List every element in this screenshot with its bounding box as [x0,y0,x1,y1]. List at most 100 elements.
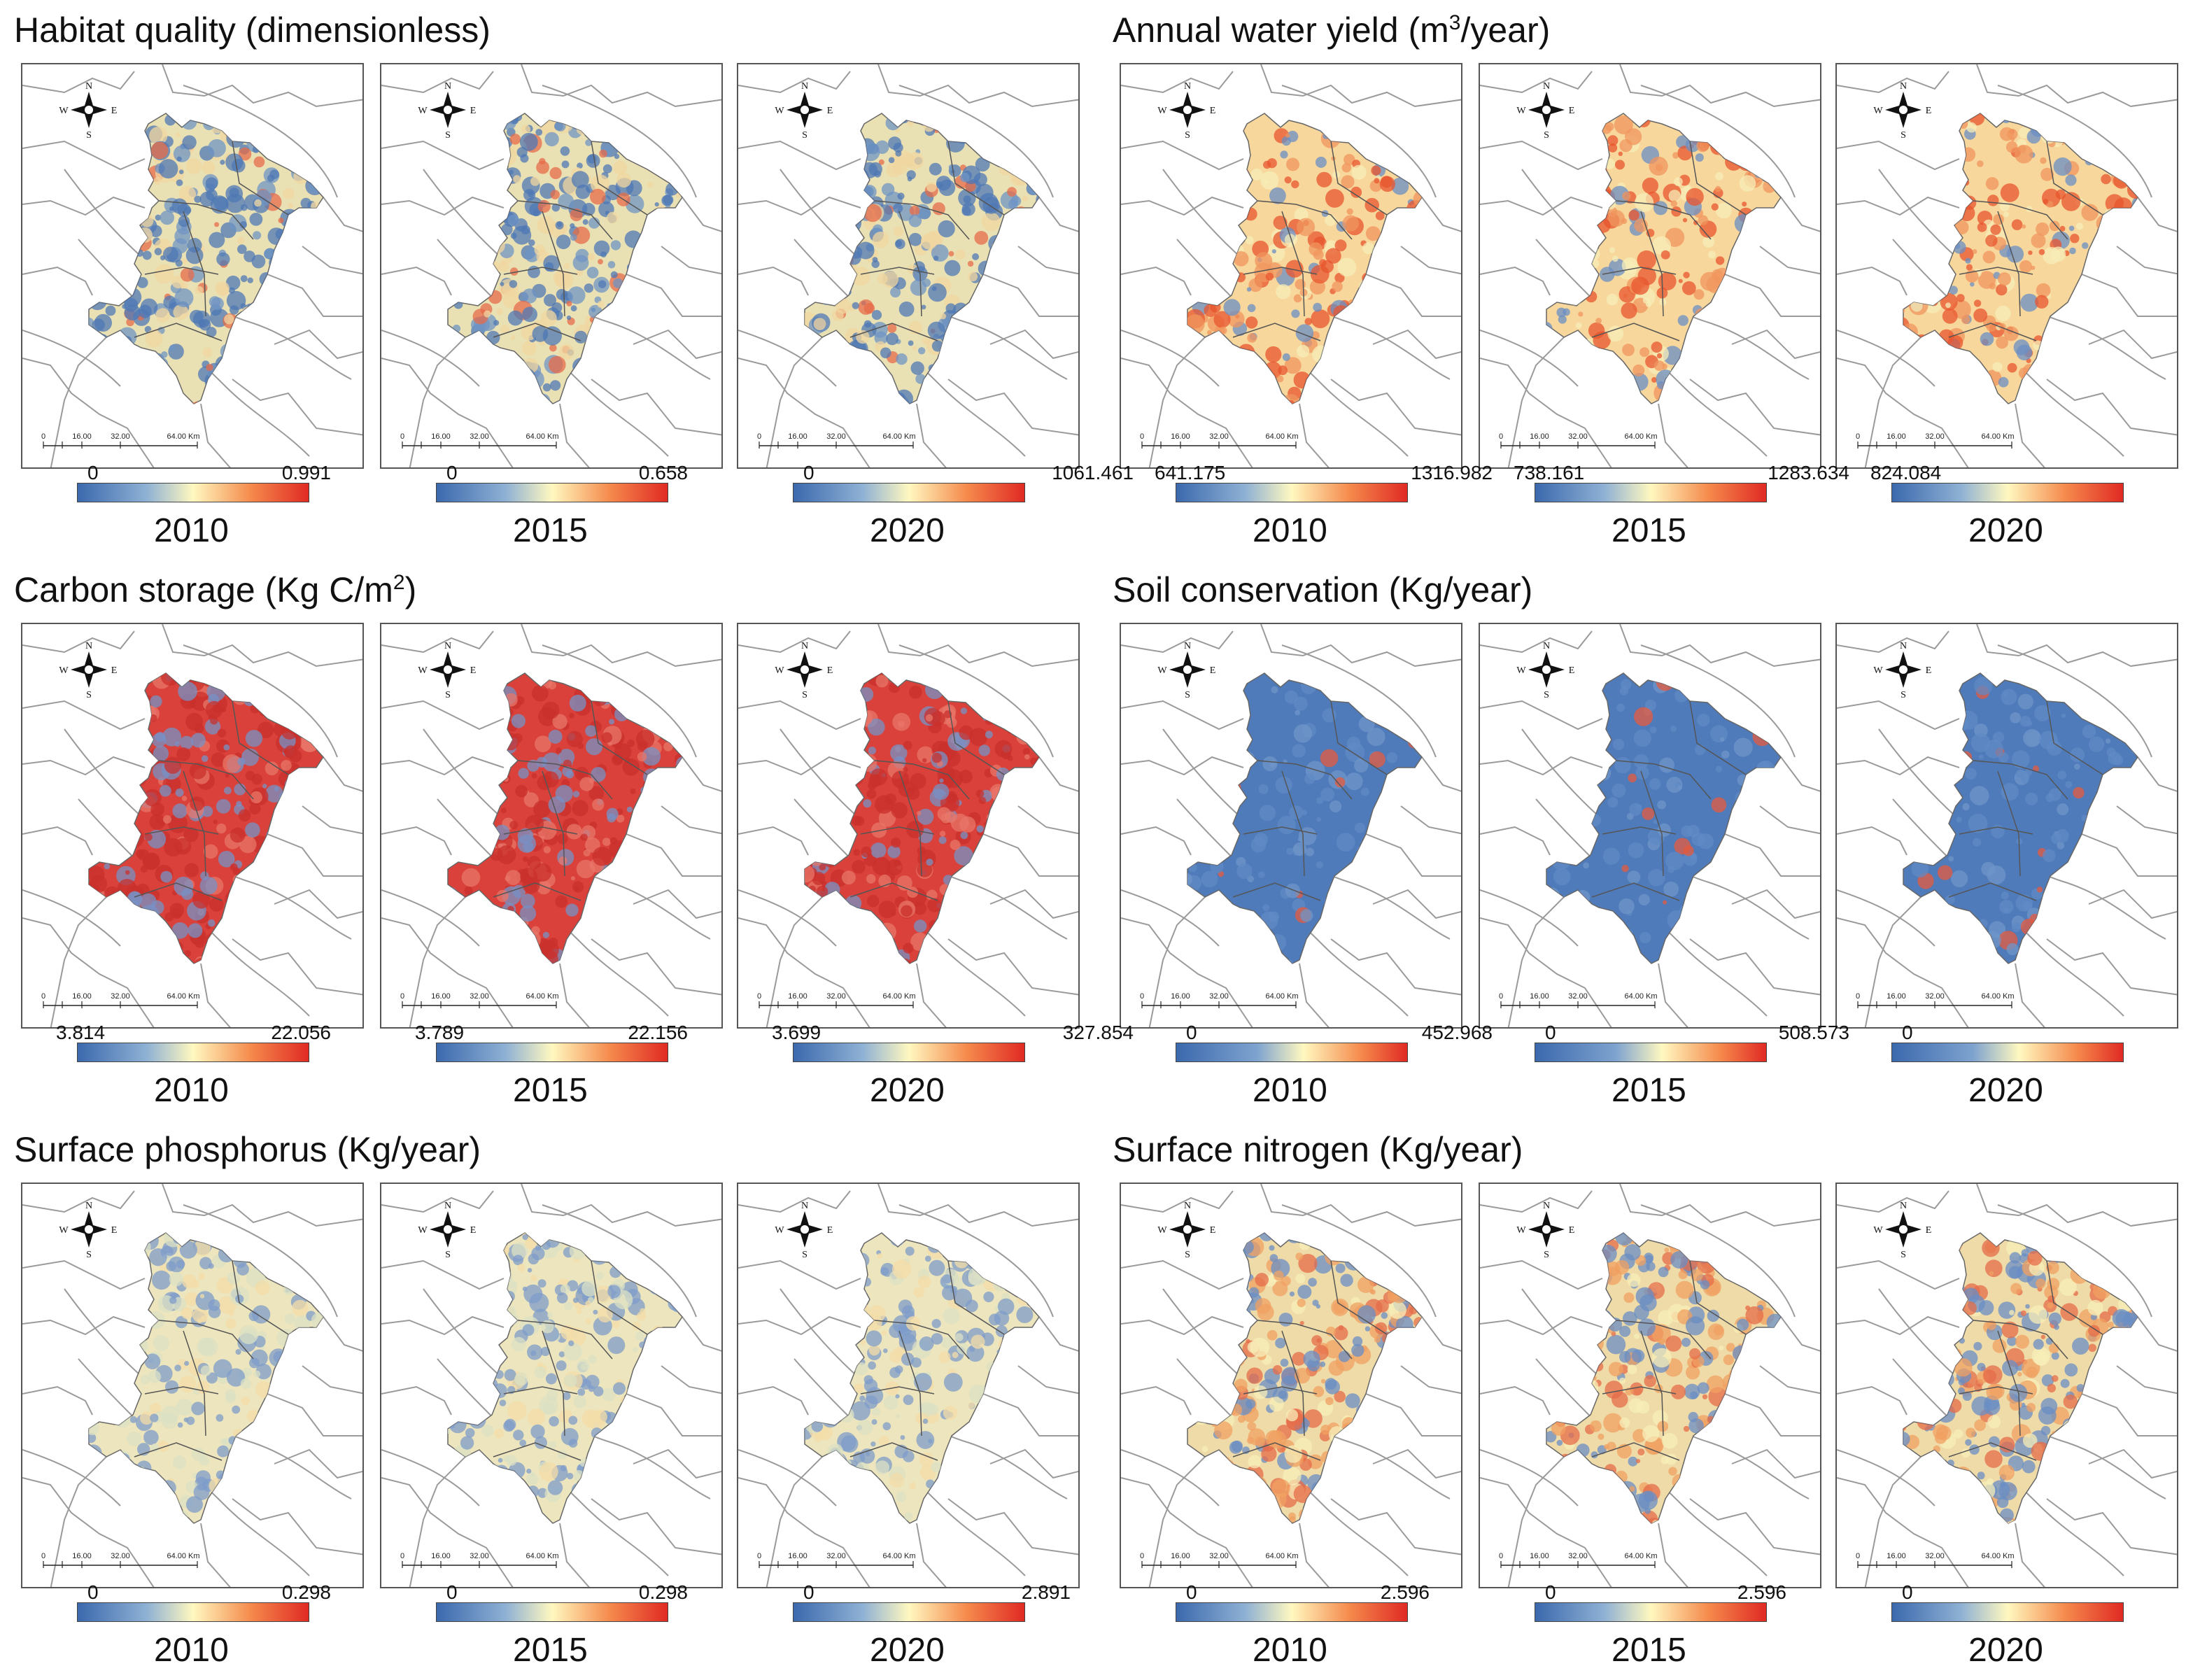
raster-cell [1325,248,1341,264]
raster-cell [245,123,252,130]
raster-cell [2073,786,2085,799]
raster-cell [448,1264,455,1273]
raster-cell [115,1323,121,1329]
raster-cell [1374,178,1380,184]
raster-cell [507,1306,516,1315]
raster-cell [1670,725,1677,732]
raster-cell [1022,748,1031,756]
colorbar-min: 0 [803,462,815,483]
admin-boundary [738,700,861,730]
raster-cell [1584,740,1594,750]
raster-cell [276,873,291,887]
admin-boundary [1837,196,1960,216]
admin-boundary [381,630,494,654]
raster-cell [1362,242,1375,255]
raster-cell [807,223,814,230]
raster-cell [1592,377,1609,393]
raster-cell [2040,937,2052,948]
raster-cell [2085,157,2094,166]
raster-layer [805,673,1039,963]
raster-cell [643,768,661,786]
raster-cell [1783,800,1791,809]
raster-cell [857,710,873,726]
raster-cell [270,848,289,867]
admin-boundary [78,1358,310,1576]
admin-boundary [1260,624,1461,668]
raster-cell [2057,803,2069,816]
raster-cell [831,123,838,129]
raster-cell [877,925,884,931]
colorbar-max: 452.968 [1421,1022,1493,1043]
raster-cell [89,369,96,384]
raster-cell [2019,260,2033,274]
raster-cell [228,1309,235,1316]
raster-cell [1986,321,1997,332]
raster-cell [2083,320,2091,327]
raster-cell [933,783,950,800]
raster-cell [211,752,226,768]
raster-cell [1348,365,1358,375]
raster-cell [216,1414,224,1422]
admin-boundary [2088,889,2177,919]
raster-cell [1024,754,1030,760]
raster-cell [120,940,129,949]
raster-cell [933,255,939,261]
raster-cell [1379,374,1397,391]
raster-cell [669,1507,682,1522]
raster-cell [1910,237,1919,248]
raster-cell [1229,378,1243,391]
admin-boundary [1121,358,1253,467]
raster-cell [116,1397,133,1413]
admin-boundary [1731,889,1820,919]
raster-cell [835,947,853,963]
raster-cell [318,267,323,285]
raster-cell [981,212,1001,232]
raster-cell [1187,873,1192,887]
raster-cell [626,806,633,812]
colorbar [77,1602,309,1622]
raster-cell [1649,778,1661,790]
raster-cell [181,282,188,290]
raster-cell [1637,113,1651,127]
raster-cell [1363,711,1369,717]
district-boundary [1689,700,1747,775]
raster-cell [1003,227,1013,238]
raster-cell [1706,276,1723,293]
raster-cell [284,376,294,386]
raster-cell [1265,346,1282,363]
raster-cell [2105,230,2124,249]
raster-cell [562,766,573,777]
raster-cell [189,762,206,779]
raster-cell [1277,815,1296,835]
raster-cell [179,1241,197,1259]
raster-cell [654,365,668,380]
raster-cell [165,1513,175,1523]
raster-cell [1022,923,1029,929]
raster-cell [327,747,332,753]
raster-cell [2127,380,2135,387]
raster-cell [833,812,847,827]
compass-south: S [1185,690,1190,700]
raster-cell [1029,118,1037,125]
admin-boundary [1619,624,1820,668]
raster-cell [500,325,509,334]
raster-cell [667,789,682,806]
raster-cell [302,1382,312,1392]
raster-cell [125,828,144,848]
raster-cell [679,1523,686,1530]
raster-cell [1273,216,1288,230]
raster-cell [450,773,467,789]
raster-cell [918,347,926,355]
raster-cell [456,339,465,347]
raster-cell [92,278,101,288]
raster-cell [1998,272,2011,286]
district-boundary [2046,700,2103,775]
raster-cell [2028,250,2033,255]
raster-cell [1418,679,1422,684]
raster-cell [113,679,130,696]
raster-cell [557,833,568,845]
raster-cell [993,115,1000,122]
raster-cell [259,358,268,367]
raster-cell [163,924,169,930]
